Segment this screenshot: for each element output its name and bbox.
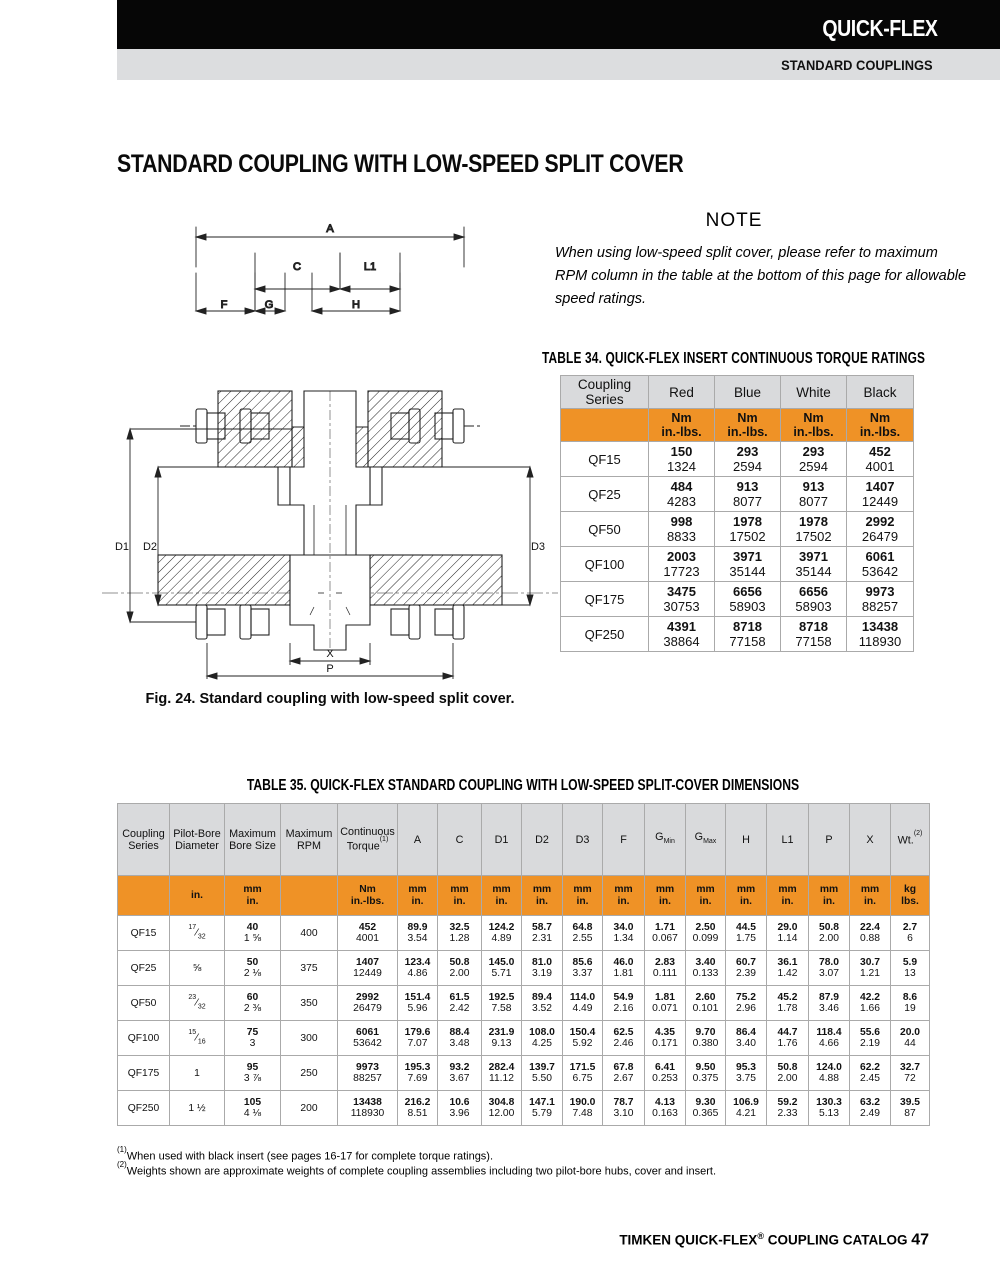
svg-text:D2: D2	[143, 541, 157, 553]
svg-text:G: G	[265, 299, 274, 311]
svg-text:L1: L1	[364, 261, 376, 273]
svg-text:C: C	[293, 261, 301, 273]
svg-text:H: H	[352, 299, 360, 311]
svg-text:F: F	[221, 299, 228, 311]
svg-text:A: A	[326, 223, 334, 235]
svg-text:D3: D3	[531, 541, 545, 553]
svg-text:Fig. 24. Standard coupling wit: Fig. 24. Standard coupling with low-spee…	[146, 691, 515, 707]
svg-text:P: P	[326, 663, 333, 675]
svg-text:X: X	[326, 648, 334, 660]
svg-text:D1: D1	[115, 541, 129, 553]
